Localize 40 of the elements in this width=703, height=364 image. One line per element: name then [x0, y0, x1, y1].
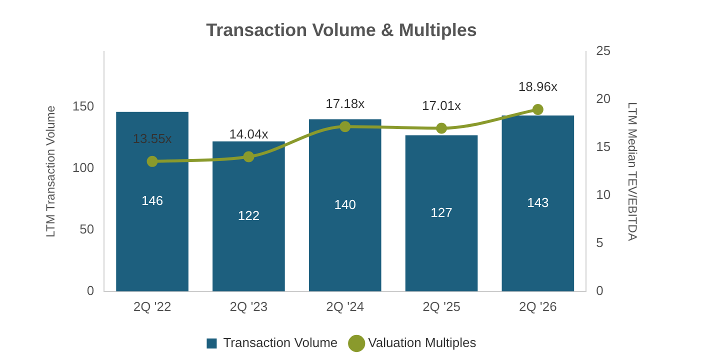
- data-label: 122: [238, 208, 260, 223]
- y2-tick-label: 15: [596, 139, 611, 154]
- y2-tick-label: 0: [596, 282, 604, 298]
- bar: [308, 119, 382, 292]
- data-label: 146: [141, 193, 164, 208]
- bar: [116, 112, 188, 292]
- y2-tick-label: 5: [596, 235, 604, 250]
- point: [340, 121, 351, 132]
- data-label: 17.18x: [326, 96, 366, 112]
- y-axis-title: LTM Transaction Volume: [44, 105, 58, 238]
- data-label: 127: [430, 204, 452, 220]
- data-label: 14.04x: [229, 126, 269, 142]
- bar: [212, 141, 285, 292]
- point: [146, 156, 158, 167]
- data-label: 17.01x: [422, 98, 462, 113]
- x-tick-label: 2Q '25: [422, 298, 460, 314]
- data-label: 13.55x: [132, 131, 172, 146]
- bar: [502, 116, 574, 292]
- legend-label: Transaction Volume: [223, 335, 338, 350]
- point: [532, 104, 544, 116]
- data-label: 18.96x: [518, 79, 558, 94]
- y2-tick-label: 20: [596, 91, 611, 106]
- bar: [405, 135, 478, 292]
- data-label: 140: [334, 196, 356, 212]
- y2-tick-label: 10: [596, 187, 611, 202]
- chart-title: Transaction Volume & Multiples: [206, 20, 477, 40]
- y2-axis-title: LTM Median TEV/EBITDA: [625, 102, 640, 241]
- y2-tick-label: 25: [596, 43, 611, 58]
- data-label: 143: [527, 195, 549, 210]
- x-tick-label: 2Q '24: [326, 298, 364, 314]
- y-tick-label: 0: [86, 282, 94, 298]
- y-tick-label: 100: [72, 160, 94, 176]
- x-tick-label: 2Q '22: [133, 298, 172, 314]
- x-tick-label: 2Q '23: [230, 298, 268, 314]
- legend-label: Valuation Multiples: [368, 335, 477, 350]
- x-tick-label: 2Q '26: [518, 298, 557, 314]
- point: [436, 122, 448, 134]
- y-tick-label: 150: [72, 98, 94, 114]
- y-tick-label: 50: [80, 221, 94, 236]
- point: [243, 151, 254, 162]
